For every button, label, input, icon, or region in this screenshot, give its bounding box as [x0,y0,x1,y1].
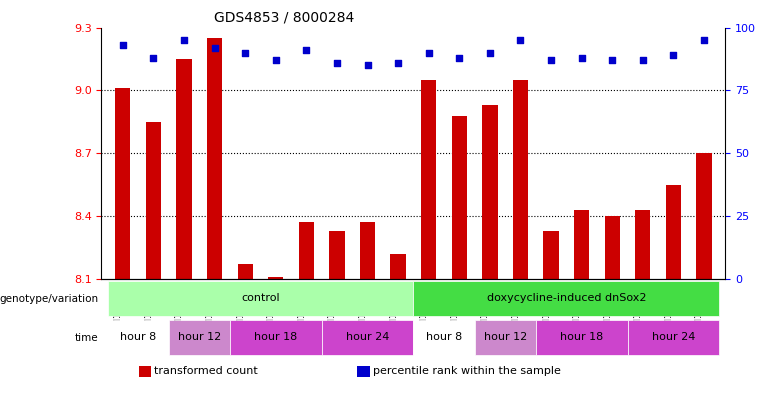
Text: hour 8: hour 8 [120,332,156,342]
Bar [360,222,375,279]
Text: time: time [75,332,98,343]
Text: percentile rank within the sample: percentile rank within the sample [373,366,561,376]
Text: hour 18: hour 18 [560,332,603,342]
FancyBboxPatch shape [108,281,413,316]
FancyBboxPatch shape [108,320,168,355]
Text: hour 8: hour 8 [426,332,462,342]
Point [270,57,282,63]
Text: genotype/variation: genotype/variation [0,294,98,303]
FancyBboxPatch shape [168,320,230,355]
Bar [329,231,345,279]
Point [667,52,679,58]
Bar [238,264,253,279]
Bar [391,254,406,279]
Point [698,37,711,43]
Bar [482,105,498,279]
Point [514,37,526,43]
Point [484,50,496,56]
Bar [697,153,711,279]
FancyBboxPatch shape [321,320,413,355]
Text: control: control [241,293,280,303]
FancyBboxPatch shape [413,320,474,355]
Point [361,62,374,68]
Bar [139,365,151,377]
Bar [544,231,558,279]
Point [239,50,251,56]
Text: hour 24: hour 24 [652,332,695,342]
Point [147,55,160,61]
Point [116,42,129,48]
Bar [574,210,589,279]
Point [636,57,649,63]
Bar [666,185,681,279]
Text: hour 24: hour 24 [346,332,389,342]
Bar [452,116,467,279]
Point [208,44,221,51]
FancyBboxPatch shape [474,320,536,355]
FancyBboxPatch shape [230,320,321,355]
Bar [604,216,620,279]
Text: transformed count: transformed count [154,366,258,376]
Bar [207,38,222,279]
Text: doxycycline-induced dnSox2: doxycycline-induced dnSox2 [487,293,646,303]
Point [544,57,557,63]
Text: hour 12: hour 12 [178,332,221,342]
Point [606,57,619,63]
Point [178,37,190,43]
FancyBboxPatch shape [628,320,719,355]
Point [453,55,466,61]
Bar [176,59,192,279]
Point [331,60,343,66]
Text: hour 12: hour 12 [484,332,527,342]
FancyBboxPatch shape [536,320,628,355]
Text: hour 18: hour 18 [254,332,297,342]
Bar [268,277,283,279]
Text: GDS4853 / 8000284: GDS4853 / 8000284 [214,11,354,25]
Bar [421,80,436,279]
Point [392,60,404,66]
Bar [146,122,161,279]
Bar [357,365,370,377]
Point [300,47,313,53]
Point [576,55,588,61]
Bar [299,222,314,279]
Bar [635,210,651,279]
Point [423,50,435,56]
Bar [115,88,130,279]
FancyBboxPatch shape [413,281,719,316]
Bar [512,80,528,279]
